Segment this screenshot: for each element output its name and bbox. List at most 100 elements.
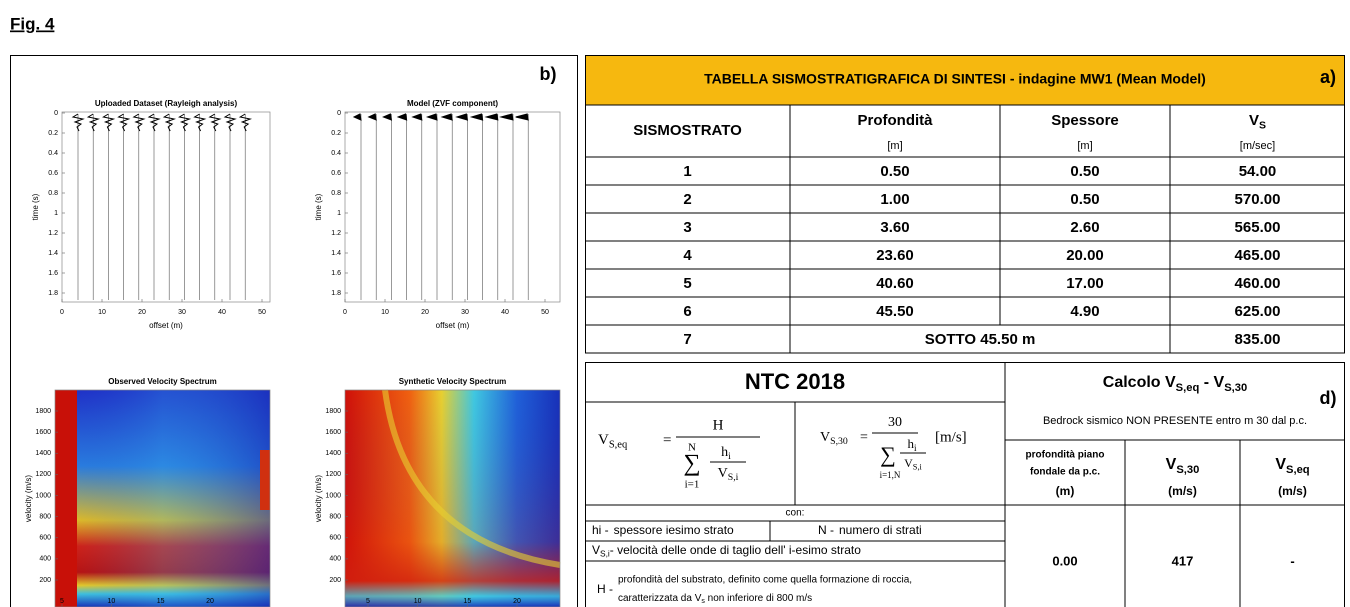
wavelet [86, 113, 101, 132]
y-tick-label: 1.4 [331, 250, 341, 257]
cell: 45.50 [876, 303, 914, 320]
wavelet [71, 113, 85, 132]
subscript: S,i [600, 549, 610, 559]
cell: 0.50 [880, 163, 909, 180]
spectrum-strip [55, 390, 77, 607]
y-tick-label: 0.2 [48, 130, 58, 137]
wavelet [102, 113, 116, 132]
title-band [585, 55, 1345, 105]
panel-label: b) [540, 64, 557, 84]
subscript: i [728, 451, 731, 462]
column-header: profondità piano [1026, 450, 1105, 461]
y-tick-label: 0.4 [331, 150, 341, 157]
cell: 0.00 [1052, 553, 1077, 568]
cell: 3 [683, 219, 691, 236]
y-axis-label: velocity (m/s) [314, 475, 323, 522]
bottom-frame [585, 362, 1345, 607]
formula: VS,30 [820, 430, 848, 447]
panel-label: a) [1320, 67, 1336, 87]
cell: 417 [1172, 553, 1194, 568]
x-tick-label: 20 [513, 598, 521, 605]
y-tick-label: 0.8 [331, 190, 341, 197]
y-tick-label: 1.6 [331, 270, 341, 277]
cell: SOTTO 45.50 m [925, 331, 1036, 348]
x-tick-label: 10 [414, 598, 422, 605]
subscript: S,30 [830, 436, 848, 447]
text-part: Calcolo V [1103, 374, 1176, 391]
plot-title: Model (ZVF component) [407, 99, 498, 108]
cell: 0.50 [1070, 163, 1099, 180]
column-header: Profondità [858, 112, 934, 129]
cell: 54.00 [1239, 163, 1277, 180]
y-tick-label: 0.6 [48, 170, 58, 177]
wavelet [411, 113, 423, 121]
text-part: non inferiore di 800 m/s [705, 593, 812, 604]
y-tick-label: 200 [329, 577, 341, 584]
cell: - [1290, 553, 1294, 568]
y-tick-label: 400 [39, 556, 51, 563]
wavelet [382, 113, 393, 121]
plot-title: Uploaded Dataset (Rayleigh analysis) [95, 99, 238, 108]
subscript: S,i [728, 472, 739, 483]
y-tick-label: 1200 [325, 471, 341, 478]
x-tick-label: 10 [381, 309, 389, 316]
formula: 30 [888, 415, 902, 430]
x-tick-label: 30 [178, 309, 186, 316]
column-unit: [m] [887, 140, 902, 152]
definition: hi - spessore iesimo strato [592, 523, 734, 537]
x-tick-label: 50 [258, 309, 266, 316]
cell: 6 [683, 303, 691, 320]
column-unit: (m/s) [1278, 484, 1307, 498]
formula: hi [721, 445, 731, 462]
formula: VS,eq [598, 432, 628, 450]
definition: H - [597, 582, 613, 596]
cell: 625.00 [1235, 303, 1281, 320]
text-part: caratterizzata da V [618, 593, 702, 604]
column-header: VS,30 [1166, 456, 1200, 476]
x-axis-label: offset (m) [436, 321, 470, 330]
x-tick-label: 20 [206, 598, 214, 605]
subscript: S,30 [1224, 382, 1247, 394]
cell: 460.00 [1235, 275, 1281, 292]
x-tick-label: 20 [421, 309, 429, 316]
spectrum-overlay [345, 390, 560, 607]
formula: VS,i [904, 456, 922, 472]
text-part: V [1166, 456, 1177, 473]
plot-frame [61, 111, 271, 303]
y-tick-label: 1.4 [48, 250, 58, 257]
formula: N [688, 442, 696, 454]
text-part: V [1214, 374, 1225, 391]
y-tick-label: 1.8 [331, 290, 341, 297]
wavelet [117, 113, 131, 132]
y-tick-label: 800 [329, 513, 341, 520]
subscript: S,30 [1176, 464, 1199, 476]
x-tick-label: 5 [366, 598, 370, 605]
formula: H [713, 417, 724, 433]
y-tick-label: 1400 [35, 450, 51, 457]
y-tick-label: 0 [337, 110, 341, 117]
formula: hi [907, 436, 917, 453]
cell: 4 [683, 247, 692, 264]
text-part: V [820, 430, 830, 445]
y-tick-label: 400 [329, 556, 341, 563]
y-tick-label: 1.6 [48, 270, 58, 277]
cell: 7 [683, 331, 691, 348]
y-tick-label: 0.8 [48, 190, 58, 197]
cell: 17.00 [1066, 275, 1104, 292]
definition: VS,i- velocità delle onde di taglio dell… [592, 543, 861, 559]
x-tick-label: 15 [157, 598, 165, 605]
wavelet [425, 113, 438, 121]
subscript: S [1259, 119, 1266, 131]
subscript: i [914, 443, 917, 453]
wavelet [499, 113, 514, 121]
wavelet [147, 113, 161, 132]
x-tick-label: 0 [343, 309, 347, 316]
wavelet [455, 113, 469, 121]
cell: 1.00 [880, 191, 909, 208]
y-tick-label: 1600 [35, 429, 51, 436]
subscript: s [701, 598, 705, 605]
y-tick-label: 1400 [325, 450, 341, 457]
cell: 40.60 [876, 275, 914, 292]
wavelet [208, 113, 222, 132]
